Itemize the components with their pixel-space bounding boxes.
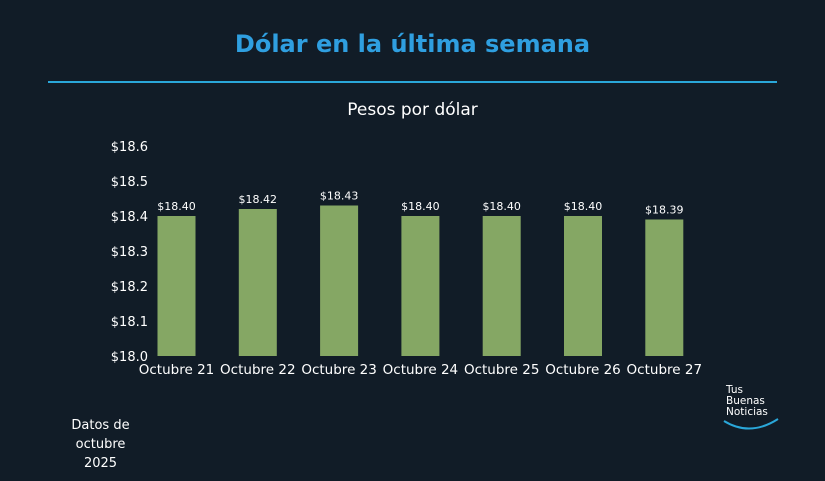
data-label: $18.43 — [320, 190, 359, 203]
bar — [238, 209, 277, 356]
data-label: $18.40 — [157, 200, 196, 213]
x-tick-label: Octubre 22 — [220, 362, 296, 378]
bar — [482, 216, 521, 356]
bar — [401, 216, 440, 356]
data-source-note: Datos de octubre 2025 — [48, 416, 153, 473]
logo-line-2: Buenas — [726, 395, 765, 407]
data-label: $18.40 — [401, 200, 440, 213]
x-tick-label: Octubre 26 — [545, 362, 621, 378]
logo-line-1: Tus — [726, 384, 743, 396]
note-line-1: Datos de octubre — [71, 418, 130, 452]
note-line-2: 2025 — [83, 456, 118, 471]
x-tick-label: Octubre 27 — [627, 362, 703, 378]
chart-subtitle: Pesos por dólar — [347, 100, 478, 120]
data-label: $18.42 — [239, 193, 278, 206]
bar — [320, 205, 359, 356]
bar — [157, 216, 196, 356]
y-tick-label: $18.0 — [111, 350, 148, 365]
y-tick-label: $18.4 — [111, 210, 148, 225]
x-tick-label: Octubre 21 — [139, 362, 215, 378]
chart-title: Dólar en la última semana — [234, 30, 591, 58]
y-tick-label: $18.3 — [111, 245, 148, 260]
logo-line-3: Noticias — [726, 406, 768, 418]
y-tick-label: $18.1 — [111, 315, 148, 330]
y-tick-label: $18.5 — [111, 175, 148, 190]
tus-buenas-noticias-logo: Tus Buenas Noticias — [722, 385, 782, 435]
bar — [564, 216, 602, 356]
data-label: $18.40 — [564, 200, 603, 213]
x-tick-label: Octubre 23 — [301, 362, 377, 378]
logo-swoosh-icon — [723, 418, 779, 430]
data-label: $18.39 — [645, 204, 684, 217]
x-tick-label: Octubre 24 — [383, 362, 459, 378]
title-divider — [48, 81, 777, 83]
y-tick-label: $18.2 — [111, 280, 148, 295]
bar — [645, 219, 684, 356]
y-tick-label: $18.6 — [111, 140, 148, 155]
x-tick-label: Octubre 25 — [464, 362, 540, 378]
data-label: $18.40 — [482, 200, 521, 213]
